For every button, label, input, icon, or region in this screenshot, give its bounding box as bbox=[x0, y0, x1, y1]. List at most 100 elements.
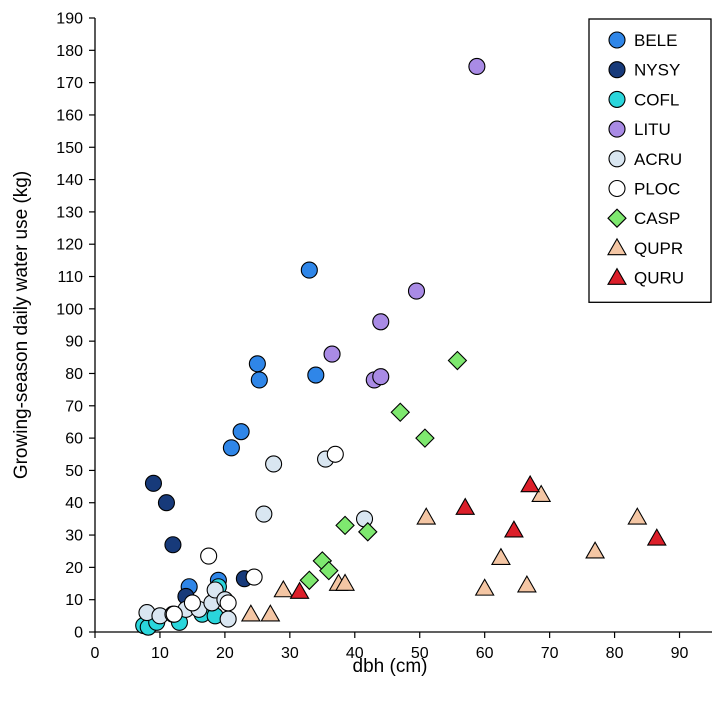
data-point bbox=[455, 497, 476, 515]
data-points bbox=[135, 57, 667, 636]
data-point bbox=[416, 507, 437, 525]
y-tick-label: 160 bbox=[56, 107, 83, 124]
legend-marker bbox=[608, 90, 626, 108]
legend-marker bbox=[608, 179, 626, 198]
y-tick-label: 180 bbox=[56, 43, 83, 60]
x-axis-title: dbh (cm) bbox=[353, 656, 428, 677]
legend-marker bbox=[608, 31, 626, 49]
data-point bbox=[250, 371, 268, 389]
legend-marker bbox=[608, 150, 626, 168]
legend-marker bbox=[608, 61, 626, 79]
legend-marker bbox=[608, 120, 626, 138]
x-tick-label: 10 bbox=[151, 645, 169, 662]
legend-label: QURU bbox=[634, 269, 684, 288]
y-tick-label: 10 bbox=[65, 592, 83, 609]
data-point bbox=[585, 541, 606, 559]
y-axis: 0 10 20 30 40 50 60 70 80 90 100 110 120 130 140 150 160… bbox=[56, 11, 95, 642]
x-axis: 0 10 20 30 40 50 60 70 80 90 bbox=[91, 632, 689, 662]
y-tick-label: 30 bbox=[65, 528, 83, 545]
legend-label: LITU bbox=[634, 120, 671, 139]
legend-label: CASP bbox=[634, 209, 680, 228]
data-point bbox=[372, 368, 390, 386]
y-tick-label: 20 bbox=[65, 560, 83, 577]
legend-marker bbox=[607, 208, 627, 228]
legend-label: BELE bbox=[634, 31, 677, 50]
data-point bbox=[390, 402, 411, 423]
data-point bbox=[248, 355, 266, 373]
data-point bbox=[516, 575, 537, 593]
series-quru bbox=[289, 474, 667, 599]
data-point bbox=[503, 520, 524, 538]
x-tick-label: 30 bbox=[281, 645, 299, 662]
y-tick-label: 80 bbox=[65, 366, 83, 383]
data-point bbox=[447, 350, 468, 371]
data-point bbox=[265, 455, 283, 473]
legend-item-bele: BELE bbox=[608, 31, 677, 50]
data-point bbox=[144, 474, 163, 492]
legend-item-ploc: PLOC bbox=[608, 179, 680, 199]
legend-item-litu: LITU bbox=[608, 120, 671, 139]
y-axis-title: Growing-season daily water use (kg) bbox=[11, 171, 32, 479]
data-point bbox=[157, 494, 175, 512]
x-tick-label: 70 bbox=[541, 645, 559, 662]
data-point bbox=[183, 594, 201, 612]
data-point bbox=[358, 522, 378, 542]
data-point bbox=[300, 261, 318, 279]
legend-label: COFL bbox=[634, 90, 679, 109]
series-ploc bbox=[165, 445, 344, 623]
data-point bbox=[260, 604, 281, 622]
legend-item-acru: ACRU bbox=[608, 150, 682, 169]
data-point bbox=[468, 57, 486, 76]
y-tick-label: 110 bbox=[57, 269, 83, 286]
data-point bbox=[531, 484, 552, 502]
data-point bbox=[165, 605, 183, 623]
series-litu bbox=[323, 57, 486, 389]
legend-marker bbox=[607, 267, 627, 285]
legend-label: ACRU bbox=[634, 150, 682, 169]
data-point bbox=[520, 474, 541, 493]
legend-marker bbox=[607, 237, 627, 256]
data-point bbox=[326, 445, 344, 463]
y-tick-label: 150 bbox=[56, 140, 83, 157]
y-tick-label: 100 bbox=[56, 301, 83, 318]
data-point bbox=[490, 547, 511, 565]
data-point bbox=[474, 578, 495, 596]
plot-area bbox=[94, 18, 712, 633]
data-point bbox=[222, 439, 240, 457]
legend-item-quru: QURU bbox=[607, 267, 684, 288]
legend-label: QUPR bbox=[634, 239, 683, 258]
legend-item-cofl: COFL bbox=[608, 90, 679, 109]
data-point bbox=[407, 282, 426, 300]
series-casp bbox=[299, 350, 468, 591]
data-point bbox=[415, 428, 435, 448]
y-tick-label: 50 bbox=[65, 463, 83, 480]
y-tick-label: 40 bbox=[65, 495, 83, 512]
x-tick-label: 80 bbox=[606, 645, 624, 662]
data-point bbox=[335, 573, 355, 591]
legend-item-casp: CASP bbox=[607, 208, 680, 228]
data-point bbox=[319, 560, 339, 581]
x-tick-label: 0 bbox=[91, 645, 100, 662]
legend-item-qupr: QUPR bbox=[607, 237, 683, 258]
y-tick-label: 90 bbox=[65, 334, 83, 351]
legend-item-nysy: NYSY bbox=[608, 61, 680, 80]
data-point bbox=[646, 528, 667, 546]
data-point bbox=[240, 604, 261, 622]
legend: BELE NYSY COFL LITU ACRU PLOC CASP QUPR QURU bbox=[588, 18, 712, 303]
data-point bbox=[307, 366, 325, 384]
x-tick-label: 90 bbox=[671, 645, 689, 662]
series-bele bbox=[180, 261, 325, 596]
data-point bbox=[245, 568, 263, 586]
y-tick-label: 170 bbox=[56, 75, 83, 92]
x-tick-label: 20 bbox=[216, 645, 234, 662]
legend-label: NYSY bbox=[634, 61, 680, 80]
y-tick-label: 130 bbox=[56, 204, 83, 221]
data-point bbox=[289, 581, 310, 599]
data-point bbox=[299, 570, 320, 591]
data-point bbox=[232, 423, 250, 441]
y-tick-label: 120 bbox=[56, 237, 83, 254]
y-tick-label: 190 bbox=[56, 11, 83, 28]
y-tick-label: 70 bbox=[65, 398, 83, 415]
series-qupr bbox=[240, 484, 648, 622]
